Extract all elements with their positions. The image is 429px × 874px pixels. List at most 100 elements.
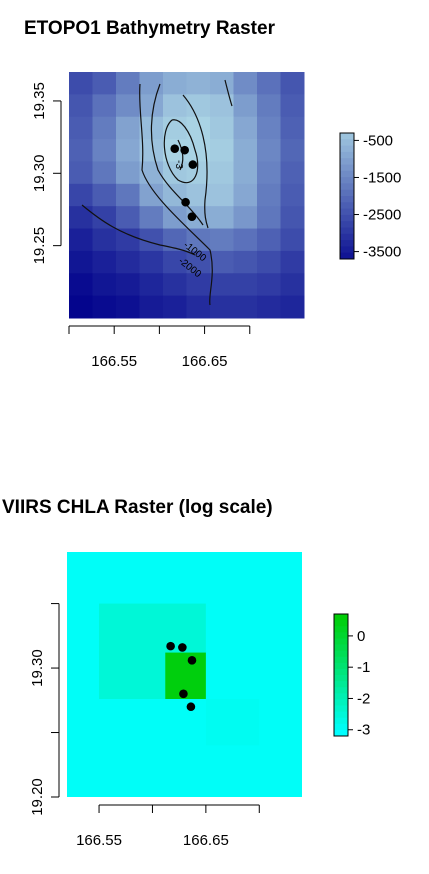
raster-cell — [92, 116, 117, 140]
legend-swatch — [340, 246, 354, 254]
raster-cell — [233, 295, 258, 319]
legend-swatch — [340, 214, 354, 222]
raster-cell — [69, 139, 93, 162]
legend-swatch — [340, 221, 354, 228]
raster-cell — [186, 295, 211, 319]
raster-cell — [69, 72, 93, 95]
contour-line — [224, 79, 233, 107]
raster-cell — [257, 94, 281, 118]
raster-cell — [116, 273, 140, 297]
raster-cell — [139, 250, 164, 274]
raster-cell — [280, 116, 305, 140]
raster-cell — [139, 228, 164, 252]
raster-cell — [116, 94, 140, 118]
data-point — [186, 702, 196, 712]
raster-cells — [69, 72, 305, 319]
raster-cell — [210, 206, 234, 230]
legend-swatch — [334, 638, 348, 645]
raster-cell — [92, 295, 117, 319]
raster-cell — [280, 273, 305, 297]
contour-line — [182, 94, 209, 229]
legend-swatch — [334, 729, 348, 737]
contour-line — [163, 119, 199, 184]
raster-cell — [92, 161, 117, 185]
data-point — [188, 160, 198, 169]
raster-cell — [139, 183, 164, 207]
raster-cell — [163, 183, 187, 207]
raster-cell — [139, 94, 164, 118]
legend-swatch — [334, 699, 348, 706]
raster-cell — [139, 295, 164, 319]
raster-cell — [233, 250, 258, 274]
raster-cell — [139, 206, 164, 230]
raster-cell — [116, 139, 140, 162]
raster-cell — [163, 72, 187, 95]
legend-colorbar — [334, 614, 348, 737]
raster-cell — [280, 161, 305, 185]
legend-swatch — [340, 170, 354, 178]
raster-cell — [139, 273, 164, 297]
legend-frame — [333, 613, 349, 737]
raster-cell — [92, 94, 117, 118]
raster-cell — [210, 94, 234, 118]
raster-cell — [233, 116, 258, 140]
x-tick-label: 166.65 — [182, 353, 228, 370]
raster-cell — [205, 699, 260, 746]
raster-cell — [210, 161, 234, 185]
raster-cell — [163, 273, 187, 297]
legend-swatch — [334, 662, 348, 670]
raster-cell — [116, 161, 140, 185]
contour-label: -3 — [173, 160, 184, 169]
raster-cell — [116, 250, 140, 274]
legend-label: -1 — [357, 659, 370, 676]
legend-colorbar — [340, 133, 354, 260]
data-point — [187, 656, 197, 665]
raster-cell — [69, 273, 93, 297]
legend-swatch — [334, 632, 348, 639]
legend-swatch — [340, 183, 354, 191]
raster-cell — [116, 228, 140, 252]
raster-cell — [163, 295, 187, 319]
raster-cell — [257, 295, 281, 319]
legend-swatch — [340, 145, 354, 153]
raster-cell — [139, 72, 164, 95]
raster-cell — [280, 228, 305, 252]
raster-cell — [257, 250, 281, 274]
raster-cell — [210, 273, 234, 297]
legend-swatch — [340, 158, 354, 165]
legend-swatch — [340, 177, 354, 184]
legend-swatch — [334, 681, 348, 688]
raster-cell — [210, 72, 234, 95]
raster-cell — [280, 206, 305, 230]
raster-cell — [233, 228, 258, 252]
raster-cell — [280, 72, 305, 95]
raster-cell — [163, 206, 187, 230]
contour-line — [150, 83, 204, 226]
legend-swatch — [334, 626, 348, 633]
data-point — [187, 212, 197, 222]
raster-cell — [233, 139, 258, 162]
raster-cell — [257, 116, 281, 140]
raster-cell — [92, 206, 117, 230]
data-point — [166, 641, 175, 651]
legend-label: -3500 — [363, 244, 401, 261]
raster-cell — [69, 183, 93, 207]
raster-cell — [233, 72, 258, 95]
raster-cell — [280, 139, 305, 162]
legend-swatch — [340, 233, 354, 241]
legend-swatch — [340, 227, 354, 235]
legend-swatch — [334, 687, 348, 694]
chart2-title: VIIRS CHLA Raster (log scale) — [2, 497, 273, 518]
raster-cell — [69, 295, 93, 319]
raster-cell — [280, 295, 305, 319]
contour-line — [177, 139, 184, 171]
raster-cell — [163, 250, 187, 274]
raster-cell — [186, 116, 211, 140]
legend-swatch — [334, 644, 348, 652]
y-tick-label: 19.35 — [31, 82, 48, 120]
raster-cell — [116, 206, 140, 230]
raster-cell — [257, 139, 281, 162]
raster-cell — [92, 250, 117, 274]
y-tick-label: 19.25 — [31, 227, 48, 265]
raster-cell — [69, 116, 93, 140]
